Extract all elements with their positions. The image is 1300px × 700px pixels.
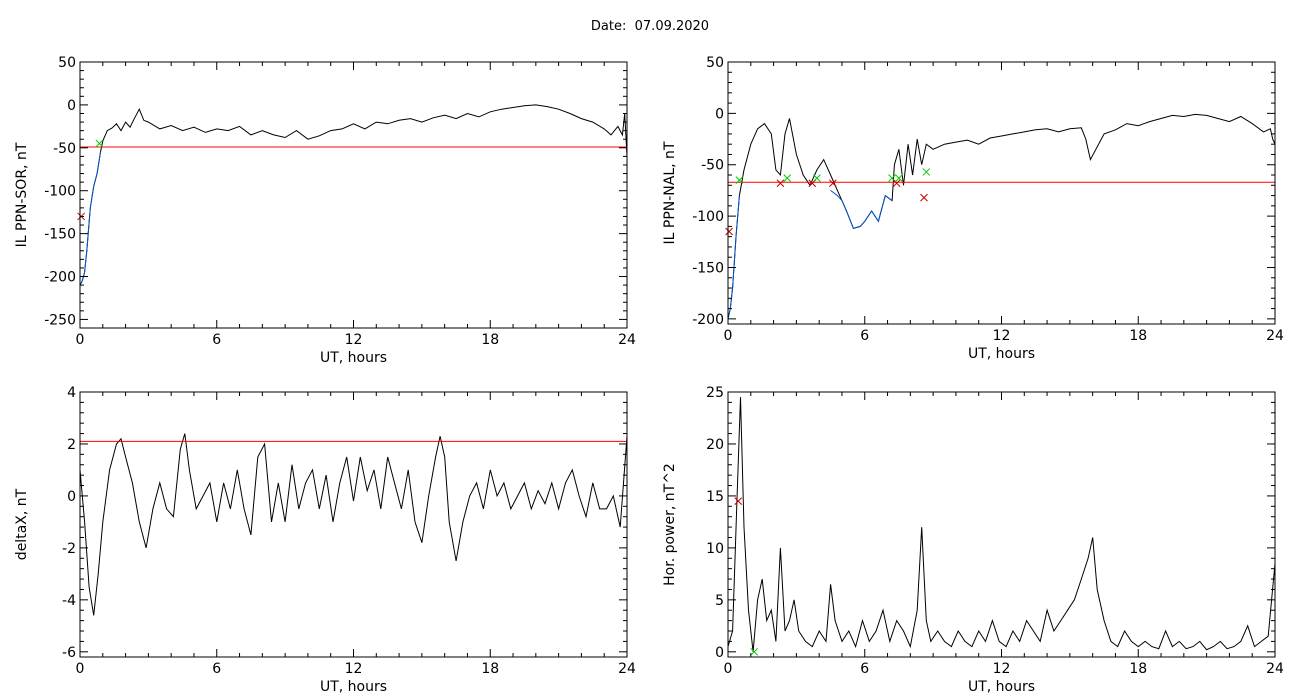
y-tick-label: 4 [67,385,76,401]
y-tick-label: -2 [62,541,76,557]
x-tick-label: 18 [481,661,499,677]
x-tick-label: 18 [1129,661,1147,677]
series-line-1 [79,104,628,286]
y-tick-label: 2 [67,437,76,453]
y-tick-label: -150 [44,227,76,243]
y-tick-label: 0 [715,106,724,122]
x-axis-label: UT, hours [968,679,1035,695]
x-tick-label: 24 [618,661,636,677]
x-tick-label: 18 [481,332,499,348]
y-axis-label: deltaX, nT [14,488,30,560]
x-tick-label: 12 [993,328,1011,344]
marker-6 [828,179,837,188]
y-tick-label: -250 [44,312,76,328]
y-tick-label: 50 [58,55,76,71]
marker-1 [734,497,743,505]
date-value: 07.09.2020 [634,19,710,34]
marker-9 [895,174,903,182]
marker-1 [95,139,104,148]
y-axis-label: IL PPN-NAL, nT [662,141,678,244]
y-tick-label: 0 [67,98,76,114]
x-tick-label: 0 [76,332,85,348]
x-tick-label: 24 [1266,328,1284,344]
page-title: Date: 07.09.2020 [0,19,1300,34]
x-axis-label: UT, hours [320,679,387,695]
plot-frame [79,61,628,329]
y-tick-label: 10 [706,541,724,557]
x-tick-label: 6 [860,661,869,677]
plot-frame [727,391,1276,658]
x-tick-label: 24 [618,332,636,348]
y-tick-label: 5 [715,593,724,609]
y-tick-label: -100 [692,209,724,225]
y-tick-label: -4 [62,593,76,609]
series-line-1 [727,397,1276,652]
chart-1: 0 6 12 18 24 -250 -200 -150 -100 -50 0 50 UT, hours I… [14,55,636,366]
marker-3 [783,174,792,182]
plot-frame [79,391,628,658]
x-tick-label: 24 [1266,661,1284,677]
y-tick-label: 0 [715,645,724,661]
y-tick-label: -50 [701,158,724,174]
y-tick-label: -50 [53,141,76,157]
x-tick-label: 6 [860,328,869,344]
x-tick-label: 12 [345,661,363,677]
marker-12 [725,227,733,236]
y-tick-label: 25 [706,385,724,401]
marker-11 [922,168,931,176]
x-tick-label: 12 [993,661,1011,677]
y-tick-label: -100 [44,184,76,200]
marker-5 [813,174,821,182]
series-line-2 [727,195,740,320]
x-tick-label: 6 [212,661,221,677]
y-tick-label: 20 [706,437,724,453]
x-tick-label: 0 [724,661,733,677]
date-label: Date: [590,19,627,34]
y-tick-label: -6 [62,645,76,661]
marker-2 [776,179,785,188]
y-tick-label: -200 [692,312,724,328]
series-line-1 [79,433,628,616]
chart-4: 0 6 12 18 24 0 5 10 15 20 25 UT, hours Hor. power, n… [662,385,1284,695]
y-tick-label: 15 [706,489,724,505]
x-tick-label: 6 [212,332,221,348]
x-tick-label: 0 [724,328,733,344]
x-tick-label: 0 [76,661,85,677]
x-axis-label: UT, hours [968,346,1035,362]
y-axis-label: IL PPN-SOR, nT [14,142,30,247]
chart-2: 0 6 12 18 24 -200 -150 -100 -50 0 50 UT, hours IL PP… [662,55,1284,362]
plot-frame [727,61,1276,325]
marker-10 [920,193,928,202]
series-line-2 [79,152,101,286]
marker-1 [735,176,744,185]
y-tick-label: 50 [706,55,724,71]
y-tick-label: 0 [67,489,76,505]
x-tick-label: 18 [1129,328,1147,344]
marker-2 [750,647,759,656]
series-line-3 [830,190,893,230]
marker-8 [892,179,901,188]
x-axis-label: UT, hours [320,350,387,366]
series-line-1 [727,113,1276,320]
y-tick-label: -200 [44,270,76,286]
x-tick-label: 12 [345,332,363,348]
y-axis-label: Hor. power, nT^2 [662,463,678,586]
y-tick-label: -150 [692,260,724,276]
